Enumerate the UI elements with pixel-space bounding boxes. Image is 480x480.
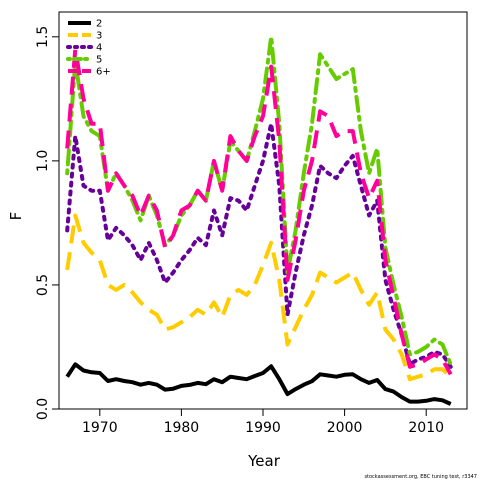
x-tick-label: 2000 <box>327 420 363 436</box>
y-axis: 0.0 0.5 1.0 1.5 <box>35 26 60 420</box>
legend-label-5: 5 <box>96 55 102 66</box>
x-axis-title: Year <box>247 452 281 470</box>
x-tick-label: 1980 <box>164 420 200 436</box>
series-layer <box>65 34 453 406</box>
y-tick-label: 1.0 <box>35 150 51 172</box>
y-tick-label: 1.5 <box>35 26 51 48</box>
x-tick-label: 1990 <box>245 420 281 436</box>
x-axis: 1970 1980 1990 2000 2010 <box>82 408 444 436</box>
legend-label-4: 4 <box>96 43 102 54</box>
series-line-6plus <box>65 47 453 376</box>
y-tick-label: 0.0 <box>35 398 51 420</box>
legend-label-6plus: 6+ <box>96 67 111 78</box>
legend-label-2: 2 <box>96 19 102 30</box>
x-tick-label: 2010 <box>408 420 444 436</box>
y-tick-label: 0.5 <box>35 274 51 296</box>
legend-label-3: 3 <box>96 31 102 42</box>
series-line-4 <box>65 121 453 369</box>
series-line-3 <box>65 213 453 382</box>
series-line-5 <box>65 34 453 367</box>
series-line-2 <box>65 362 452 406</box>
x-tick-label: 1970 <box>82 420 118 436</box>
footnote: stockassessment.org, EBC tuning test, r3… <box>364 474 477 480</box>
y-axis-title: F <box>7 212 25 221</box>
